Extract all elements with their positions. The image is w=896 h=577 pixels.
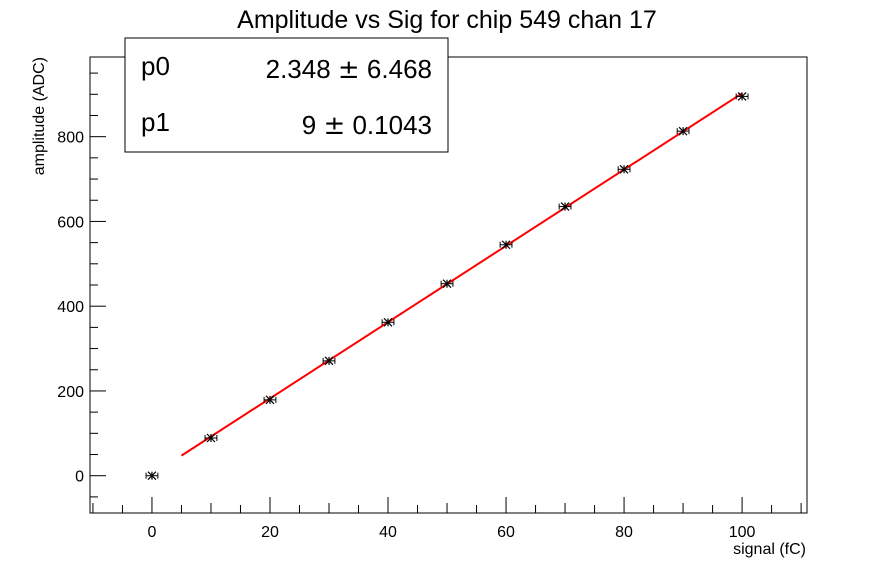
point-marker	[206, 433, 216, 443]
point-marker	[737, 91, 747, 101]
data-point	[204, 433, 218, 443]
stats-param-name: p1	[141, 107, 170, 137]
x-tick-label: 20	[261, 524, 279, 541]
point-marker	[147, 471, 157, 481]
point-marker	[678, 126, 688, 136]
y-tick-label: 600	[57, 214, 84, 231]
point-marker	[442, 279, 452, 289]
point-marker	[560, 202, 570, 212]
point-marker	[324, 356, 334, 366]
data-point	[381, 317, 395, 327]
y-axis-label: amplitude (ADC)	[31, 57, 48, 175]
data-point	[499, 240, 513, 250]
fit-line	[180, 92, 743, 457]
y-tick-label: 0	[75, 469, 84, 486]
chart-title: Amplitude vs Sig for chip 549 chan 17	[237, 6, 657, 34]
stats-param-name: p0	[141, 51, 170, 81]
data-point	[676, 126, 690, 136]
x-axis-label: signal (fC)	[733, 541, 806, 558]
stats-param-value: 2.348 ± 6.468	[266, 54, 432, 85]
x-tick-label: 60	[497, 524, 515, 541]
data-point	[440, 279, 454, 289]
y-tick-label: 200	[57, 384, 84, 401]
stats-rows: p0 2.348 ± 6.468 p1 9 ± 0.1043	[141, 51, 432, 141]
plus-minus-symbol: ±	[323, 111, 345, 141]
stats-param-value: 9 ± 0.1043	[302, 110, 432, 141]
y-tick-label: 400	[57, 299, 84, 316]
point-marker	[383, 317, 393, 327]
data-point	[145, 471, 159, 481]
point-marker	[619, 164, 629, 174]
stats-value: 2.348	[266, 54, 338, 84]
stats-box: p0 2.348 ± 6.468 p1 9 ± 0.1043	[124, 37, 449, 153]
x-tick-label: 40	[379, 524, 397, 541]
data-point	[263, 395, 277, 405]
y-axis: 0 200 400 600 800	[57, 72, 106, 498]
stats-error: 0.1043	[345, 110, 432, 140]
plus-minus-symbol: ±	[338, 55, 360, 85]
data-point	[735, 91, 749, 101]
x-tick-label: 80	[615, 524, 633, 541]
x-tick-label: 100	[729, 524, 756, 541]
point-marker	[501, 240, 511, 250]
data-points	[145, 91, 749, 481]
stats-value: 9	[302, 110, 324, 140]
y-tick-label: 800	[57, 130, 84, 147]
stats-error: 6.468	[360, 54, 432, 84]
point-marker	[265, 395, 275, 405]
data-point	[617, 164, 631, 174]
data-point	[558, 202, 572, 212]
data-point	[322, 356, 336, 366]
stats-box-frame	[124, 37, 449, 153]
x-tick-label: 0	[148, 524, 157, 541]
x-axis: 0 20 40 60 80 100	[92, 497, 802, 541]
